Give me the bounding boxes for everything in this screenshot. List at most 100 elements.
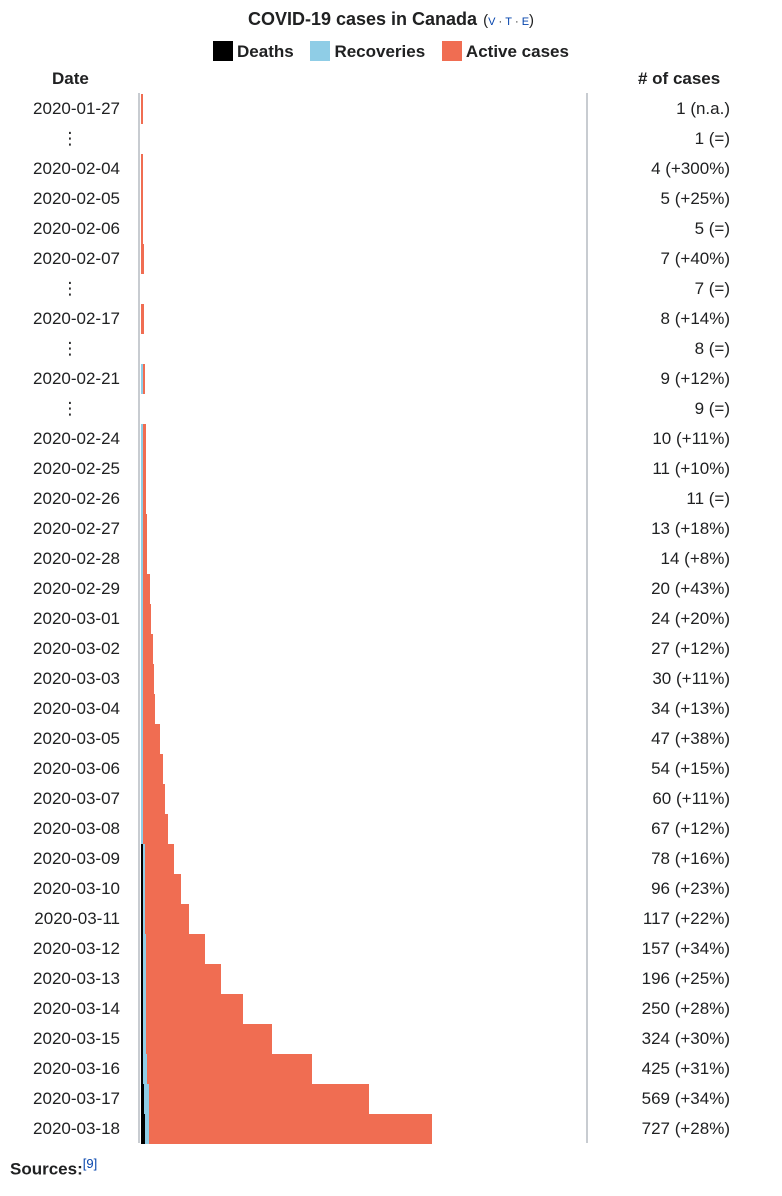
row-cases-label: 7 (=) <box>694 279 730 298</box>
bar-recoveries <box>141 784 143 814</box>
row-cases-label: 250 (+28%) <box>641 999 730 1018</box>
row-cases-label: 78 (+16%) <box>651 849 730 868</box>
cases-column-header: # of cases <box>638 69 721 88</box>
row-date-label: 2020-02-07 <box>33 249 120 268</box>
bar-active <box>143 694 156 724</box>
bar-active <box>143 634 153 664</box>
row-date-label: 2020-02-26 <box>33 489 120 508</box>
legend-label-recoveries: Recoveries <box>334 42 426 61</box>
bar-recoveries <box>141 484 143 514</box>
bar-active <box>143 754 163 784</box>
row-cases-label: 569 (+34%) <box>641 1089 730 1108</box>
row-date-label: 2020-03-02 <box>33 639 120 658</box>
sources-footer: Sources:[9] <box>10 1156 97 1180</box>
bar-deaths <box>141 844 143 874</box>
bar-deaths <box>141 934 143 964</box>
bar-recoveries <box>143 994 147 1024</box>
view-template-link[interactable]: V <box>488 16 496 28</box>
bar-active <box>143 724 161 754</box>
row-cases-label: 13 (+18%) <box>651 519 730 538</box>
bar-recoveries <box>143 964 147 994</box>
row-cases-label: 27 (+12%) <box>651 639 730 658</box>
bar-active <box>143 424 146 454</box>
bar-deaths <box>141 964 143 994</box>
legend-item-active: Active cases <box>441 41 569 62</box>
row-date-label: 2020-03-08 <box>33 819 120 838</box>
bar-deaths <box>141 904 143 934</box>
row-date-label: 2020-03-09 <box>33 849 120 868</box>
bar-deaths <box>141 1114 145 1144</box>
row-cases-label: 425 (+31%) <box>641 1059 730 1078</box>
row-date-label: 2020-03-07 <box>33 789 120 808</box>
bar-active <box>145 844 174 874</box>
row-date-label: 2020-02-05 <box>33 189 120 208</box>
bar-active <box>141 94 143 124</box>
row-cases-label: 67 (+12%) <box>651 819 730 838</box>
row-cases-label: 1 (=) <box>694 129 730 148</box>
bar-deaths <box>141 1084 145 1114</box>
bar-recoveries <box>144 1114 149 1144</box>
legend-swatch-recoveries <box>310 41 331 61</box>
bar-recoveries <box>141 364 143 394</box>
row-cases-label: 20 (+43%) <box>651 579 730 598</box>
row-cases-label: 10 (+11%) <box>652 429 730 448</box>
row-cases-label: 4 (+300%) <box>651 159 730 178</box>
bar-active <box>141 304 145 334</box>
bar-deaths <box>141 1024 143 1054</box>
row-date-label: 2020-03-05 <box>33 729 120 748</box>
bar-recoveries <box>141 454 143 484</box>
bar-active <box>143 574 150 604</box>
bar-active <box>141 154 143 184</box>
row-date-label: 2020-02-29 <box>33 579 120 598</box>
row-cases-label: 9 (=) <box>694 399 730 418</box>
row-date-ellipsis: ⋮ <box>61 129 79 148</box>
row-cases-label: 9 (+12%) <box>660 369 730 388</box>
row-date-label: 2020-01-27 <box>33 99 120 118</box>
navbox-links: (V · T · E) <box>483 12 535 29</box>
edit-template-link[interactable]: E <box>521 16 530 28</box>
row-cases-label: 11 (=) <box>686 489 730 508</box>
bar-recoveries <box>144 1084 149 1114</box>
row-cases-label: 324 (+30%) <box>641 1029 730 1048</box>
talk-template-link[interactable]: T <box>505 16 512 28</box>
row-date-label: 2020-02-25 <box>33 459 120 478</box>
legend-swatch-deaths <box>213 41 234 61</box>
row-date-label: 2020-03-18 <box>33 1119 120 1138</box>
row-date-label: 2020-03-14 <box>33 999 120 1018</box>
source-reference-link[interactable]: [9] <box>82 1156 98 1171</box>
row-date-ellipsis: ⋮ <box>61 339 79 358</box>
bar-recoveries <box>143 904 146 934</box>
row-date-label: 2020-02-27 <box>33 519 120 538</box>
row-cases-label: 34 (+13%) <box>651 699 730 718</box>
bar-deaths <box>141 1054 143 1084</box>
row-date-label: 2020-03-11 <box>34 909 120 928</box>
bar-active <box>149 1114 432 1144</box>
bar-active <box>141 214 143 244</box>
bar-recoveries <box>141 814 144 844</box>
row-cases-label: 117 (+22%) <box>642 909 730 928</box>
bar-recoveries <box>141 514 143 544</box>
bar-active <box>143 784 166 814</box>
bar-active <box>145 874 181 904</box>
bar-recoveries <box>141 724 143 754</box>
chart-title-text: COVID-19 cases in Canada <box>247 9 478 29</box>
bar-recoveries <box>143 874 146 904</box>
bar-recoveries <box>143 1024 147 1054</box>
row-date-label: 2020-03-03 <box>33 669 120 688</box>
bar-active <box>143 484 147 514</box>
row-cases-label: 8 (=) <box>694 339 730 358</box>
bar-recoveries <box>143 844 146 874</box>
row-cases-label: 727 (+28%) <box>641 1119 730 1138</box>
bar-active <box>143 364 146 394</box>
row-cases-label: 14 (+8%) <box>660 549 730 568</box>
row-cases-label: 7 (+40%) <box>660 249 730 268</box>
bar-recoveries <box>143 934 147 964</box>
date-column-header: Date <box>52 69 89 88</box>
bar-active <box>146 1024 273 1054</box>
row-date-label: 2020-02-21 <box>33 369 120 388</box>
row-date-label: 2020-03-06 <box>33 759 120 778</box>
bar-recoveries <box>141 754 143 784</box>
bar-recoveries <box>141 424 143 454</box>
bar-recoveries <box>143 1054 147 1084</box>
bar-recoveries <box>141 604 143 634</box>
